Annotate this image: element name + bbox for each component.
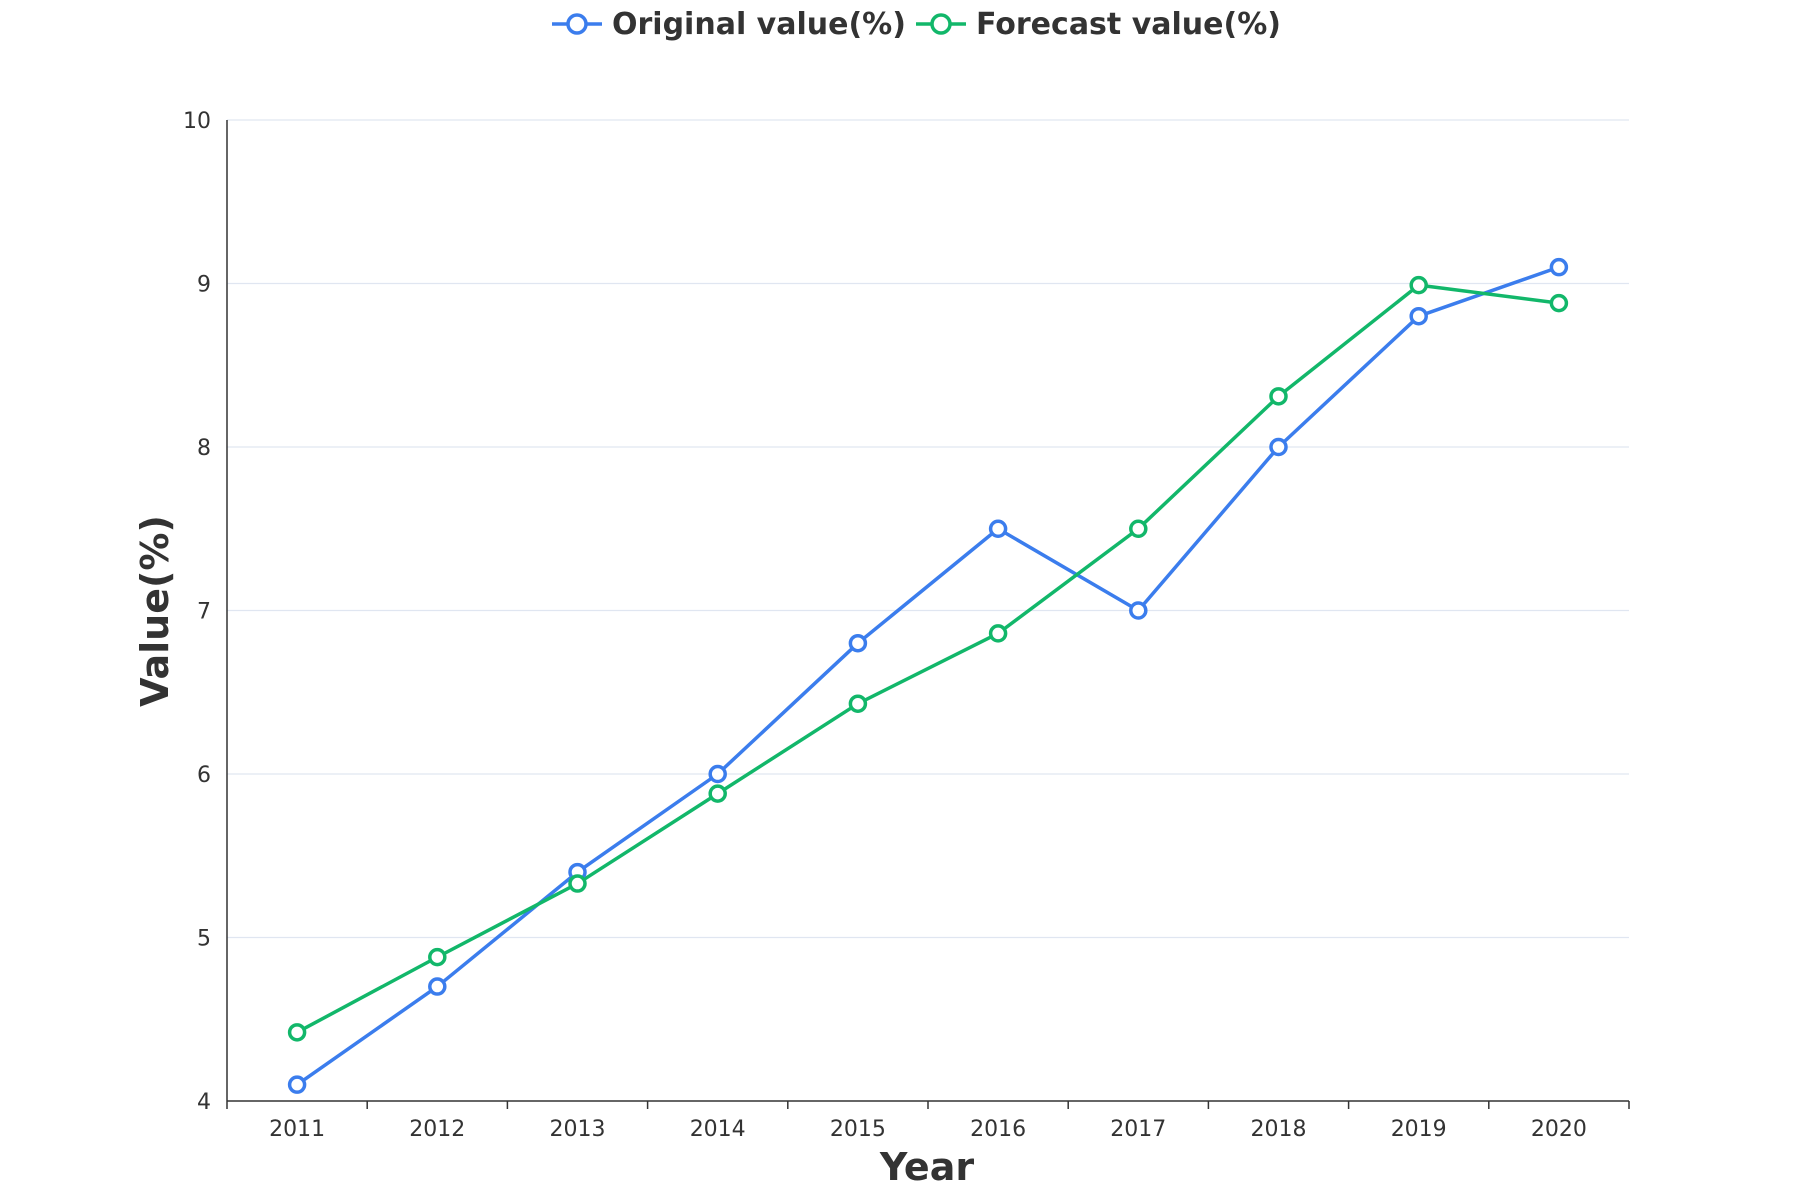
grid-lines	[227, 119, 1629, 939]
data-point-forecast[interactable]	[1409, 275, 1428, 295]
x-tick-label: 2016	[970, 1117, 1026, 1142]
data-point-original[interactable]	[708, 764, 727, 784]
y-tick-label: 8	[197, 436, 211, 461]
legend-item-original[interactable]: Original value(%)	[552, 7, 906, 42]
legend[interactable]: Original value(%) Forecast value(%)	[552, 7, 1281, 42]
series-lines	[287, 257, 1569, 1094]
data-point-forecast[interactable]	[988, 624, 1008, 643]
data-point-forecast[interactable]	[287, 1023, 307, 1042]
x-tick-label: 2012	[409, 1117, 465, 1142]
series-line-forecast	[296, 283, 1560, 1034]
data-point-forecast[interactable]	[1129, 519, 1148, 538]
series-line-original	[296, 265, 1560, 1087]
legend-item-forecast[interactable]: Forecast value(%)	[916, 7, 1281, 42]
data-point-original[interactable]	[1409, 306, 1428, 326]
data-point-forecast[interactable]	[568, 874, 587, 893]
data-point-original[interactable]	[287, 1075, 307, 1094]
x-axis-title: Year	[879, 1145, 974, 1189]
data-point-forecast[interactable]	[848, 694, 868, 713]
data-point-forecast[interactable]	[1549, 293, 1569, 313]
data-point-forecast[interactable]	[1269, 387, 1288, 406]
data-point-original[interactable]	[1129, 601, 1148, 620]
y-tick-label: 4	[197, 1090, 211, 1115]
x-tick-label: 2015	[830, 1117, 886, 1142]
data-point-original[interactable]	[1269, 437, 1288, 457]
legend-marker	[566, 13, 588, 35]
data-point-original[interactable]	[988, 519, 1008, 538]
y-tick-label: 5	[197, 927, 211, 952]
x-tick-label: 2018	[1251, 1117, 1307, 1142]
x-tick-label: 2013	[550, 1117, 606, 1142]
axes: 4 5 6 7 8 9 10 2011 2012 2013 2014 2015 2016 2017 2018…	[183, 109, 1630, 1142]
x-tick-label: 2020	[1531, 1117, 1587, 1142]
y-tick-label: 6	[197, 763, 211, 788]
x-tick-label: 2017	[1110, 1117, 1166, 1142]
y-tick-label: 7	[197, 600, 211, 625]
x-tick-label: 2014	[690, 1117, 746, 1142]
data-point-original[interactable]	[428, 977, 447, 996]
x-tick-label: 2019	[1391, 1117, 1447, 1142]
legend-label: Original value(%)	[612, 7, 906, 42]
data-point-forecast[interactable]	[428, 947, 447, 967]
legend-marker	[930, 13, 952, 35]
y-tick-label: 10	[183, 109, 211, 134]
y-axis-title: Value(%)	[133, 515, 177, 707]
data-point-original[interactable]	[1549, 257, 1569, 277]
data-point-forecast[interactable]	[708, 784, 727, 803]
legend-label: Forecast value(%)	[976, 7, 1281, 42]
x-tick-label: 2011	[269, 1117, 325, 1142]
y-tick-label: 9	[197, 273, 211, 298]
data-point-original[interactable]	[848, 633, 868, 653]
